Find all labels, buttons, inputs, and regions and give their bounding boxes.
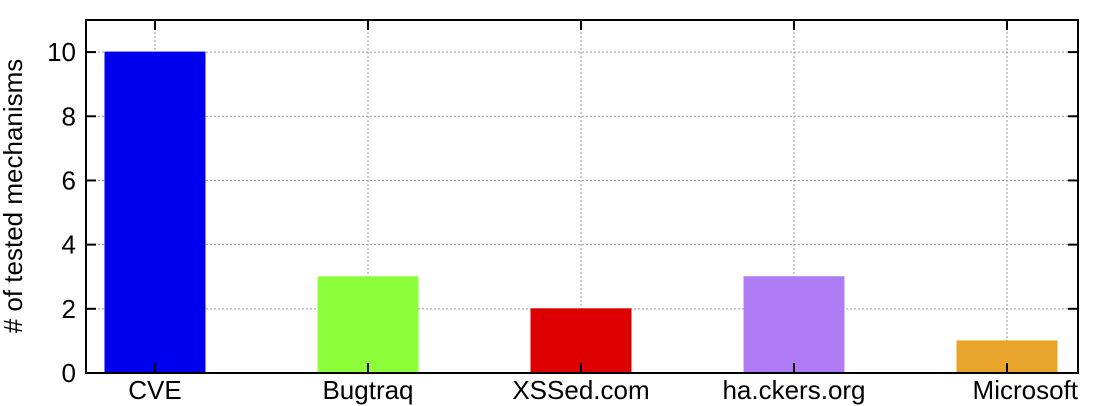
x-category-labels: CVE Bugtraq XSSed.com ha.ckers.org Microsoft <box>128 375 1079 405</box>
y-tick-label: 0 <box>62 358 76 388</box>
y-axis-label: # of tested mechanisms <box>0 59 28 334</box>
x-category-label: ha.ckers.org <box>722 375 865 405</box>
x-category-label: Bugtraq <box>322 375 413 405</box>
y-tick-label: 6 <box>62 165 76 195</box>
bar-cve <box>104 51 206 374</box>
axis-ticks <box>86 20 1078 374</box>
y-tick-label: 8 <box>62 101 76 131</box>
bar-bugtraq <box>317 276 419 374</box>
y-tick-label: 4 <box>62 230 76 260</box>
x-category-label: XSSed.com <box>512 375 649 405</box>
y-tick-label: 2 <box>62 294 76 324</box>
bars <box>104 51 1058 374</box>
x-category-label: Microsoft <box>973 375 1079 405</box>
y-tick-label: 10 <box>47 37 76 67</box>
bar-ha-ckers-org <box>743 276 845 374</box>
bar-xssed-com <box>530 308 632 374</box>
x-category-label: CVE <box>128 375 181 405</box>
y-tick-labels: 0 2 4 6 8 10 <box>47 37 76 388</box>
